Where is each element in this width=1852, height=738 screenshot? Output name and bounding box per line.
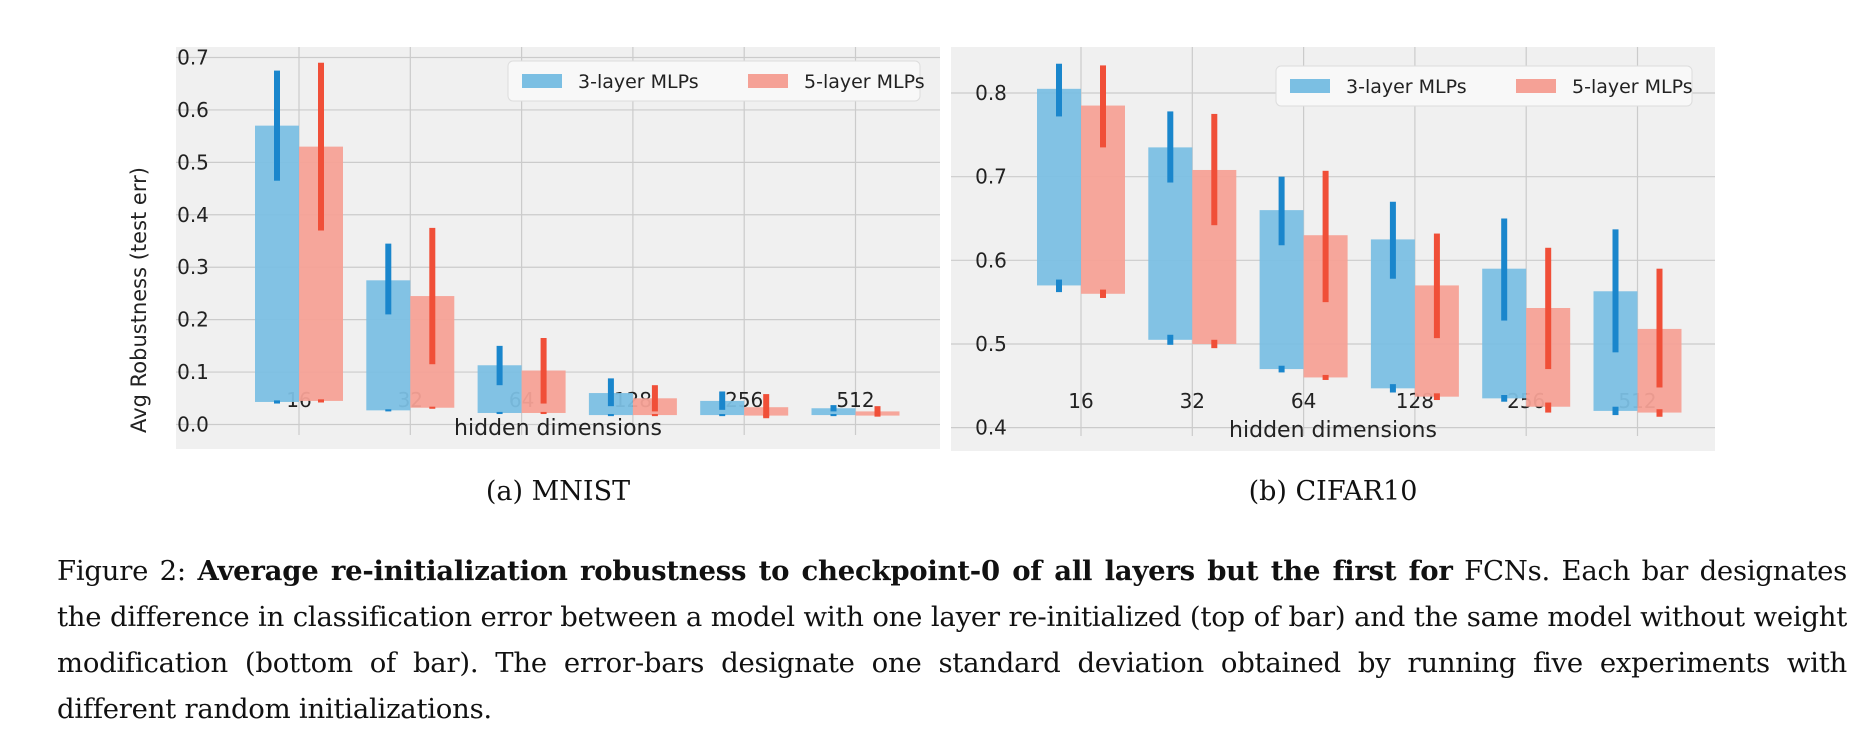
chart-mnist: 0.00.10.20.30.40.50.60.71632641282565123… bbox=[127, 45, 940, 507]
x-axis-label: hidden dimensions bbox=[1229, 418, 1437, 443]
error-bar-bottom bbox=[429, 406, 436, 409]
error-bar-top bbox=[1612, 229, 1619, 353]
error-bar-bottom bbox=[607, 414, 614, 417]
bar-three-layer bbox=[811, 408, 856, 416]
y-tick-label: 0.4 bbox=[975, 416, 1007, 440]
error-bar-top bbox=[1278, 176, 1285, 246]
y-tick-label: 0.4 bbox=[177, 203, 209, 227]
legend-swatch bbox=[522, 74, 562, 88]
error-bar-top bbox=[874, 406, 881, 416]
error-bar-bottom bbox=[719, 414, 726, 417]
error-bar-top bbox=[318, 62, 324, 231]
error-bar-top bbox=[607, 378, 614, 407]
legend-label: 3-layer MLPs bbox=[578, 71, 699, 93]
error-bar-top bbox=[1656, 268, 1663, 388]
figure-caption: Figure 2: Average re-initialization robu… bbox=[57, 548, 1847, 732]
error-bar-bottom bbox=[1612, 406, 1619, 416]
error-bar-bottom bbox=[1211, 339, 1218, 349]
error-bar-bottom bbox=[1100, 289, 1106, 298]
y-tick-label: 0.5 bbox=[177, 150, 209, 174]
error-bar-top bbox=[763, 394, 770, 419]
error-bar-bottom bbox=[1656, 409, 1663, 417]
figure: 0.00.10.20.30.40.50.60.71632641282565123… bbox=[127, 45, 1715, 507]
error-bar-bottom bbox=[1501, 395, 1508, 402]
error-bar-bottom bbox=[496, 411, 503, 415]
legend-swatch bbox=[748, 74, 788, 88]
error-bar-bottom bbox=[874, 414, 881, 417]
y-tick-label: 0.0 bbox=[177, 413, 209, 437]
error-bar-top bbox=[651, 385, 658, 412]
error-bar-bottom bbox=[651, 414, 658, 417]
y-tick-label: 0.6 bbox=[975, 248, 1007, 272]
error-bar-bottom bbox=[1056, 279, 1062, 293]
error-bar-top bbox=[274, 70, 280, 181]
x-tick-label: 32 bbox=[1180, 389, 1205, 413]
x-axis-label: hidden dimensions bbox=[454, 416, 662, 441]
bar-three-layer bbox=[1037, 88, 1081, 286]
error-bar-bottom bbox=[1278, 365, 1285, 373]
x-tick-label: 16 bbox=[1068, 389, 1093, 413]
error-bar-top bbox=[1389, 201, 1396, 279]
error-bar-top bbox=[1056, 63, 1062, 117]
y-axis-label: Avg Robustness (test err) bbox=[127, 167, 151, 433]
y-tick-label: 0.7 bbox=[975, 165, 1007, 189]
error-bar-bottom bbox=[540, 411, 547, 415]
y-tick-label: 0.6 bbox=[177, 98, 209, 122]
y-tick-label: 0.3 bbox=[177, 255, 209, 279]
y-tick-label: 0.1 bbox=[177, 360, 209, 384]
error-bar-top bbox=[1167, 111, 1174, 183]
y-tick-label: 0.2 bbox=[177, 308, 209, 332]
caption-label: Figure 2: bbox=[57, 555, 186, 587]
error-bar-bottom bbox=[1389, 384, 1396, 393]
error-bar-bottom bbox=[385, 409, 392, 412]
chart-cifar10: 0.40.50.60.70.81632641282565123-layer ML… bbox=[951, 47, 1715, 507]
subcaption: (a) MNIST bbox=[486, 476, 630, 507]
error-bar-bottom bbox=[1545, 402, 1552, 413]
error-bar-top bbox=[540, 338, 547, 404]
error-bar-top bbox=[830, 405, 837, 412]
y-tick-label: 0.7 bbox=[177, 45, 209, 69]
caption-subject: FCNs. bbox=[1464, 555, 1550, 587]
error-bar-top bbox=[1501, 218, 1508, 321]
error-bar-top bbox=[719, 391, 726, 410]
legend-label: 3-layer MLPs bbox=[1346, 76, 1467, 98]
caption-body: Each bar designates the difference in cl… bbox=[57, 555, 1848, 725]
legend-box bbox=[507, 60, 921, 102]
error-bar-top bbox=[429, 227, 436, 365]
error-bar-bottom bbox=[1322, 374, 1329, 380]
error-bar-top bbox=[1100, 65, 1106, 148]
error-bar-bottom bbox=[1433, 393, 1440, 401]
legend-swatch bbox=[1516, 79, 1556, 93]
y-tick-label: 0.5 bbox=[975, 332, 1007, 356]
error-bar-top bbox=[1211, 113, 1218, 226]
legend-box bbox=[1275, 65, 1693, 107]
error-bar-bottom bbox=[1167, 334, 1174, 345]
x-tick-label: 64 bbox=[1291, 389, 1316, 413]
error-bar-bottom bbox=[274, 400, 280, 404]
error-bar-bottom bbox=[318, 399, 324, 403]
error-bar-top bbox=[1545, 247, 1552, 370]
error-bar-bottom bbox=[763, 414, 770, 417]
legend-swatch bbox=[1290, 79, 1330, 93]
error-bar-top bbox=[496, 345, 503, 386]
error-bar-top bbox=[1433, 233, 1440, 339]
legend-label: 5-layer MLPs bbox=[804, 71, 925, 93]
error-bar-bottom bbox=[830, 414, 837, 417]
subcaption: (b) CIFAR10 bbox=[1249, 476, 1418, 507]
y-tick-label: 0.8 bbox=[975, 81, 1007, 105]
x-tick-label: 512 bbox=[836, 388, 874, 412]
legend-label: 5-layer MLPs bbox=[1572, 76, 1693, 98]
error-bar-top bbox=[1322, 170, 1329, 303]
error-bar-top bbox=[385, 243, 392, 315]
caption-bold-title: Average re-initialization robustness to … bbox=[197, 555, 1453, 587]
